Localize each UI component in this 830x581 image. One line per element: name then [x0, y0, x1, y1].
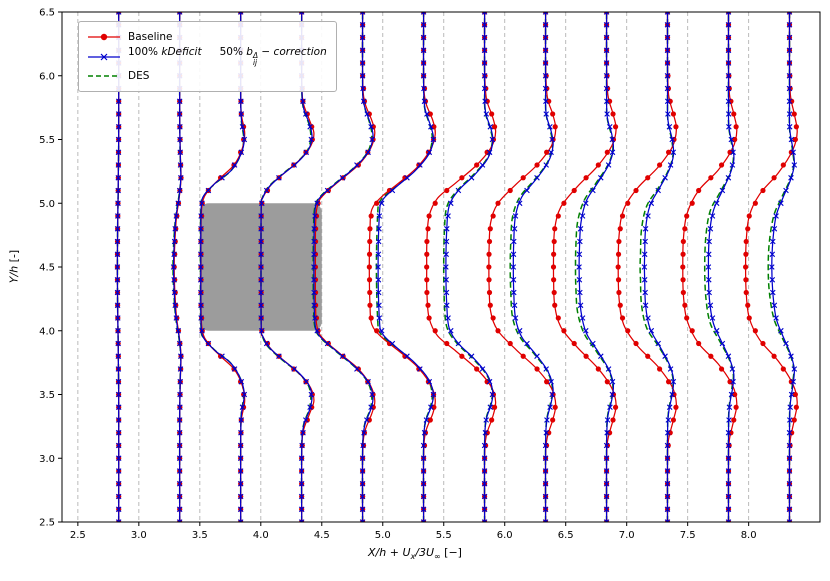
x-tick-label: 6.0 — [497, 530, 513, 541]
y-axis-label: Y/h [-] — [7, 249, 21, 284]
velocity-profiles — [114, 12, 799, 522]
y-tick-label: 3.0 — [39, 454, 55, 465]
profile-corrected-x6 — [510, 12, 555, 522]
y-tick-label: 6.5 — [39, 8, 55, 19]
profile-corrected-x8 — [769, 12, 798, 522]
profile-corrected-x7.5 — [705, 12, 736, 522]
x-tick-label: 4.5 — [314, 530, 330, 541]
y-tick-label: 2.5 — [39, 518, 55, 529]
profile-corrected-x5 — [375, 12, 437, 522]
profile-corrected-x6.5 — [576, 12, 616, 522]
legend-item-des: DES — [86, 70, 327, 82]
x-tick-label: 7.0 — [619, 530, 635, 541]
x-tick-label: 2.5 — [70, 530, 86, 541]
profile-des-x5 — [375, 12, 434, 522]
profile-des-x7.5 — [703, 12, 735, 522]
legend-corrected-line-icon — [88, 53, 120, 60]
legend-label-baseline: Baseline — [128, 30, 173, 43]
y-tick-label: 5.5 — [39, 135, 55, 146]
profile-corrected-x4.5 — [311, 12, 375, 522]
legend-baseline-line-icon — [88, 33, 120, 41]
profile-corrected-x5.5 — [443, 12, 496, 522]
y-tick-label: 5.0 — [39, 199, 55, 210]
x-tick-label: 5.0 — [375, 530, 391, 541]
y-tick-label: 6.0 — [39, 71, 55, 82]
legend-des-line-icon — [88, 75, 120, 77]
x-axis-label: X/h + Ux/3U∞ [−] — [368, 546, 462, 562]
legend-label-des: DES — [128, 69, 150, 82]
x-tick-label: 5.5 — [436, 530, 452, 541]
profile-corrected-x3 — [170, 12, 184, 522]
x-tick-label: 7.5 — [680, 530, 696, 541]
tick-marks — [58, 11, 750, 526]
x-tick-label: 8.0 — [741, 530, 757, 541]
y-tick-label: 3.5 — [39, 390, 55, 401]
profile-baseline-x7 — [615, 12, 679, 522]
tick-labels: 2.5 3.0 3.5 4.0 4.5 5.0 5.5 6.0 6.5 7.0 7.5 8.0 2.5 3… — [39, 8, 757, 542]
x-tick-label: 3.5 — [192, 530, 208, 541]
y-tick-label: 4.5 — [39, 263, 55, 274]
legend-item-baseline: Baseline — [86, 31, 327, 43]
profile-corrected-x7 — [641, 12, 677, 522]
x-tick-label: 3.0 — [131, 530, 147, 541]
y-tick-label: 4.0 — [39, 326, 55, 337]
x-tick-label: 4.0 — [253, 530, 269, 541]
x-tick-label: 6.5 — [558, 530, 574, 541]
